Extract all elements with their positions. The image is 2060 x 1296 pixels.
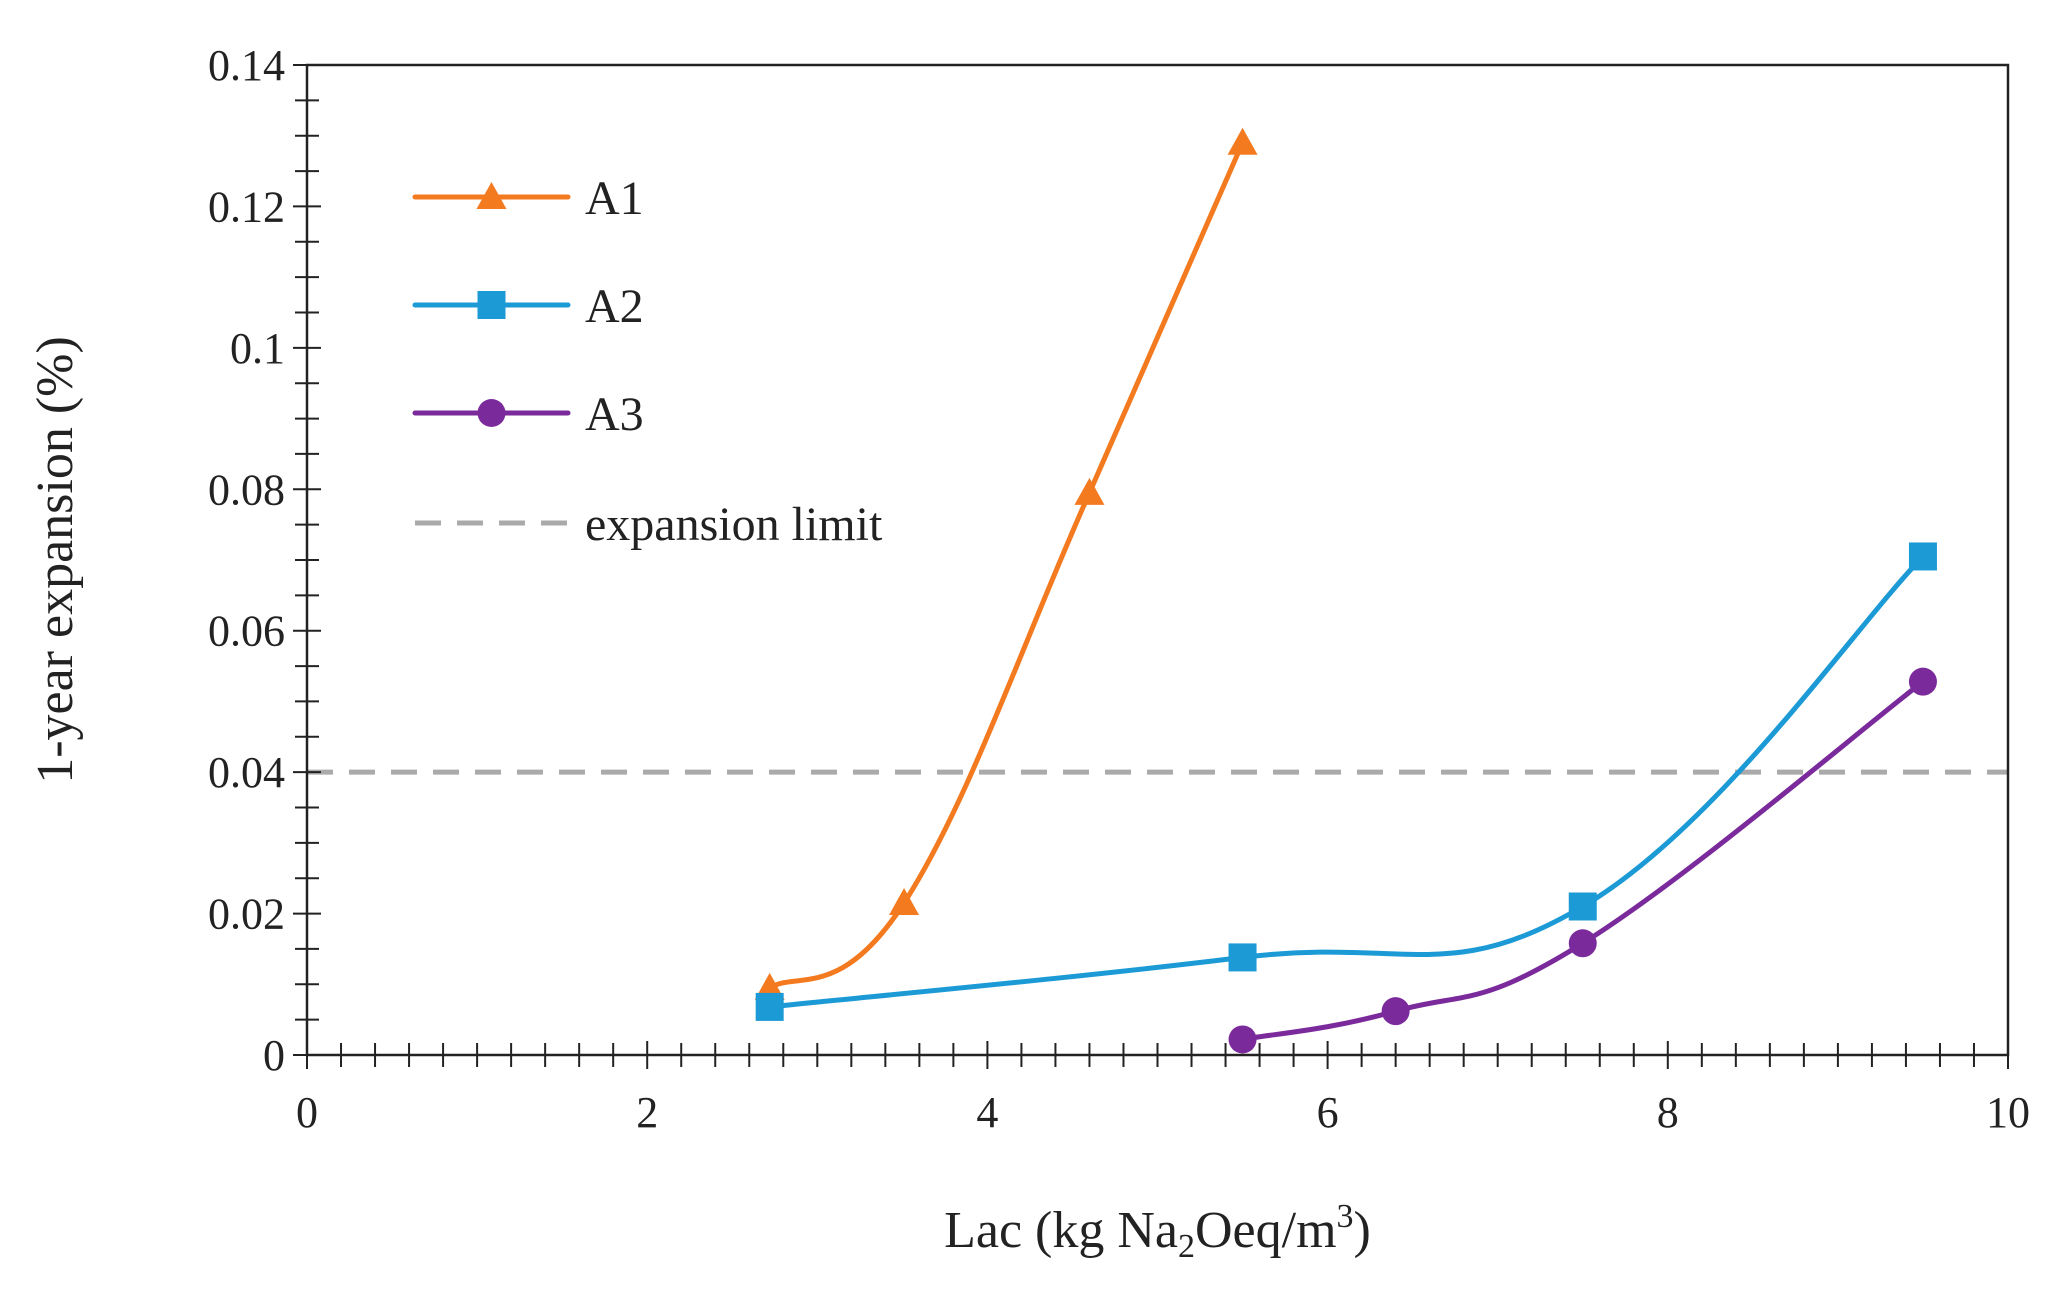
series-a3 [1228,667,1937,1054]
data-point-a2-1 [755,992,784,1021]
x-axis-title-superscript: 3 [1337,1198,1354,1235]
x-tick-label: 2 [636,1088,658,1137]
x-axis-title-suffix: ) [1354,1202,1371,1259]
data-point-a3-4 [1908,667,1937,696]
legend-label-a2: A2 [585,280,644,333]
x-tick-label: 10 [1986,1088,2030,1137]
data-point-a1-3 [1074,477,1105,505]
x-tick-label: 6 [1317,1088,1339,1137]
x-axis-title: Lac (kg Na2Oeq/m3) [944,1198,1371,1265]
y-tick-label: 0.04 [208,748,285,797]
data-point-a2-2 [1228,943,1257,972]
x-tick-label: 0 [296,1088,318,1137]
legend-marker-a3 [477,399,506,427]
y-tick-label: 0.1 [230,324,285,373]
y-tick-label: 0.14 [208,41,285,90]
series-line-a1 [767,140,1246,991]
plot-frame [305,63,2010,1057]
y-tick-label: 0.06 [208,607,285,656]
legend-item-expansion-limit: expansion limit [415,498,883,551]
data-point-a1-2 [889,887,920,915]
data-point-a2-4 [1908,542,1937,571]
x-tick-label: 4 [976,1088,998,1137]
legend-label-expansion-limit: expansion limit [585,498,883,551]
legend-marker-a1 [476,182,507,209]
x-axis-title-middle: Oeq/m [1195,1202,1337,1259]
x-axis-title-prefix: Lac (kg Na [944,1202,1178,1259]
data-point-a3-2 [1381,997,1410,1026]
axes: 0 2 4 6 8 10 0 0.02 0.04 0.06 0.08 0.1 0.12 0.14 [208,41,2030,1137]
series-line-a2 [767,553,1926,1010]
legend: A1 A2 A3 expansion limit [412,172,883,551]
legend-item-a3: A3 [412,388,644,441]
y-tick-label: 0.08 [208,465,285,514]
x-axis-title-subscript: 2 [1178,1228,1195,1265]
legend-label-a3: A3 [585,388,644,441]
y-tick-label: 0.02 [208,890,285,939]
legend-item-a2: A2 [412,280,644,333]
y-tick-label: 0 [263,1031,285,1080]
data-point-a1-4 [1227,127,1258,155]
y-axis-title: 1-year expansion (%) [27,336,84,784]
series-a1 [754,127,1258,1000]
series-line-a3 [1240,679,1926,1042]
series-a2 [755,542,1937,1021]
y-tick-label: 0.12 [208,182,285,231]
data-point-a3-1 [1228,1025,1257,1054]
legend-label-a1: A1 [585,172,644,225]
legend-marker-a2 [477,291,506,319]
plot-series [754,127,1937,1054]
legend-item-a1: A1 [412,172,644,225]
data-point-a3-3 [1568,929,1597,958]
x-tick-label: 8 [1657,1088,1679,1137]
data-point-a2-3 [1568,892,1597,921]
